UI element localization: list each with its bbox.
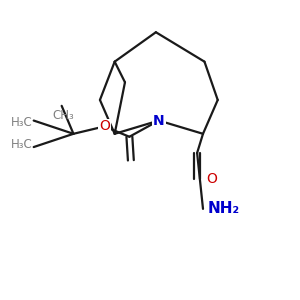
Text: N: N bbox=[153, 114, 165, 128]
Text: H₃C: H₃C bbox=[11, 138, 32, 151]
Text: O: O bbox=[99, 119, 110, 134]
Text: CH₃: CH₃ bbox=[52, 109, 74, 122]
Text: H₃C: H₃C bbox=[11, 116, 32, 129]
Text: O: O bbox=[206, 172, 217, 186]
Text: NH₂: NH₂ bbox=[207, 201, 239, 216]
